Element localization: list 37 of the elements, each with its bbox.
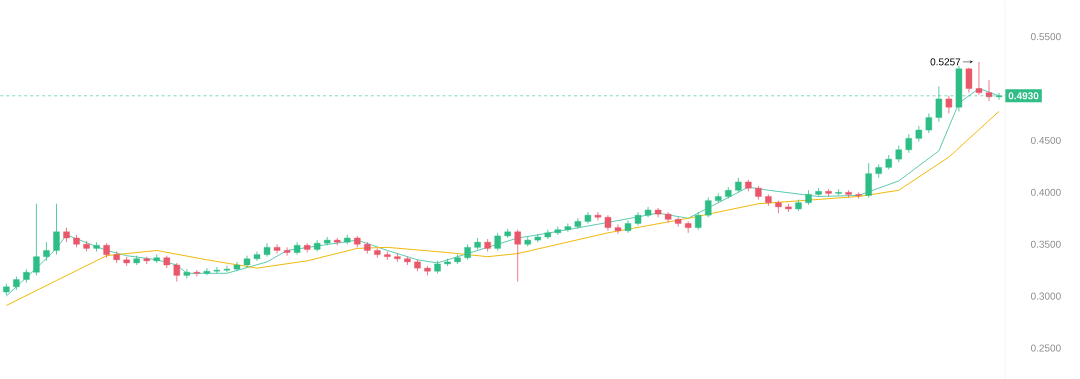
candlestick: [253, 250, 261, 262]
candlestick: [33, 203, 40, 276]
candlestick: [855, 191, 862, 199]
candlestick: [574, 217, 582, 229]
candlestick: [193, 269, 201, 277]
candlestick: [213, 266, 221, 274]
candlestick: [634, 211, 642, 226]
candlestick: [203, 267, 211, 276]
candlestick: [925, 112, 933, 134]
candlestick: [624, 219, 632, 233]
annotation: 0.5257: [930, 58, 961, 66]
candlestick: [283, 246, 291, 256]
candlestick: [905, 133, 912, 154]
candlestick: [223, 265, 231, 273]
candlestick: [173, 262, 180, 282]
candlestick: [985, 79, 993, 102]
candlestick: [564, 222, 572, 232]
y-tick-label: 0.4000: [1030, 188, 1061, 196]
candlestick: [43, 241, 50, 262]
candlestick: [614, 223, 622, 235]
candlestick: [53, 203, 60, 255]
candlestick: [975, 61, 983, 95]
candlestick: [293, 241, 301, 255]
y-tick-label: 0.2500: [1030, 344, 1061, 352]
y-tick-label: 0.5500: [1030, 32, 1061, 40]
candlestick: [945, 95, 953, 114]
candlestick: [273, 243, 281, 254]
candlestick: [705, 196, 712, 218]
candlestick: [965, 67, 973, 93]
y-tick-label: 0.3000: [1030, 292, 1061, 300]
candlestick: [514, 229, 521, 282]
candlestick: [865, 162, 872, 198]
ref-line-label: 0.4930: [1008, 92, 1039, 100]
candlestick: [263, 242, 271, 257]
y-tick-label: 0.3500: [1030, 240, 1061, 248]
y-tick-label: 0.4500: [1030, 136, 1061, 144]
candlestick: [594, 211, 602, 221]
